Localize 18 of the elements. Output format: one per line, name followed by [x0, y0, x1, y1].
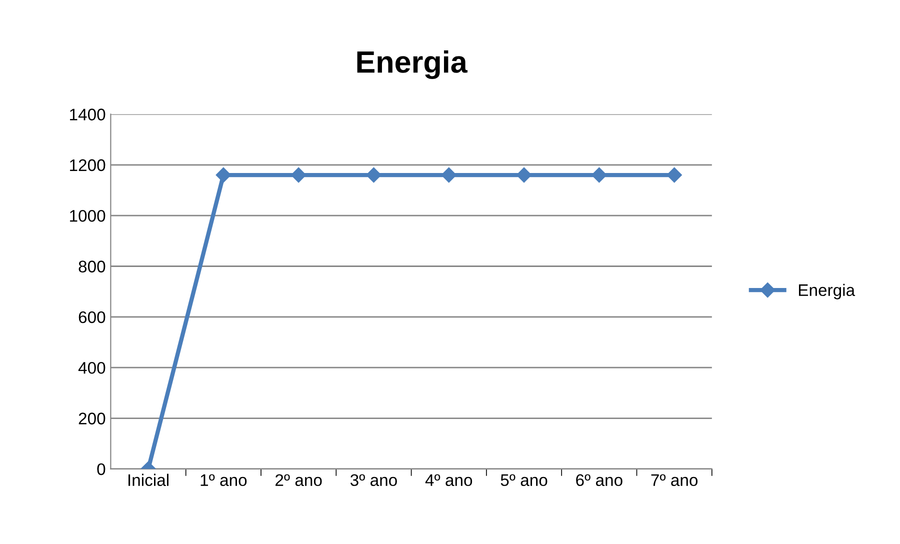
x-tick-label: 1º ano [200, 474, 247, 486]
x-tick-label: Inicial [128, 474, 168, 486]
y-tick-label: 600 [78, 311, 106, 324]
y-tick-label: 1000 [70, 210, 106, 222]
y-tick-label: 800 [78, 260, 106, 272]
x-tick-label: 2º ano [276, 474, 322, 486]
x-tick-label: 6º ano [576, 474, 622, 486]
y-tick-label: 400 [78, 362, 106, 374]
x-tick-label: 5º ano [500, 474, 548, 486]
y-tick-label: 0 [97, 463, 106, 476]
x-tick-label: 7º ano [651, 474, 698, 486]
legend-label: Energia [798, 284, 856, 300]
x-tick-label: 4º ano [425, 474, 472, 486]
chart-title: Energia [357, 50, 468, 80]
x-tick-label: 3º ano [350, 474, 397, 486]
y-tick-label: 1200 [70, 159, 106, 172]
y-tick-label: 1400 [70, 108, 106, 120]
y-tick-label: 200 [78, 412, 106, 424]
